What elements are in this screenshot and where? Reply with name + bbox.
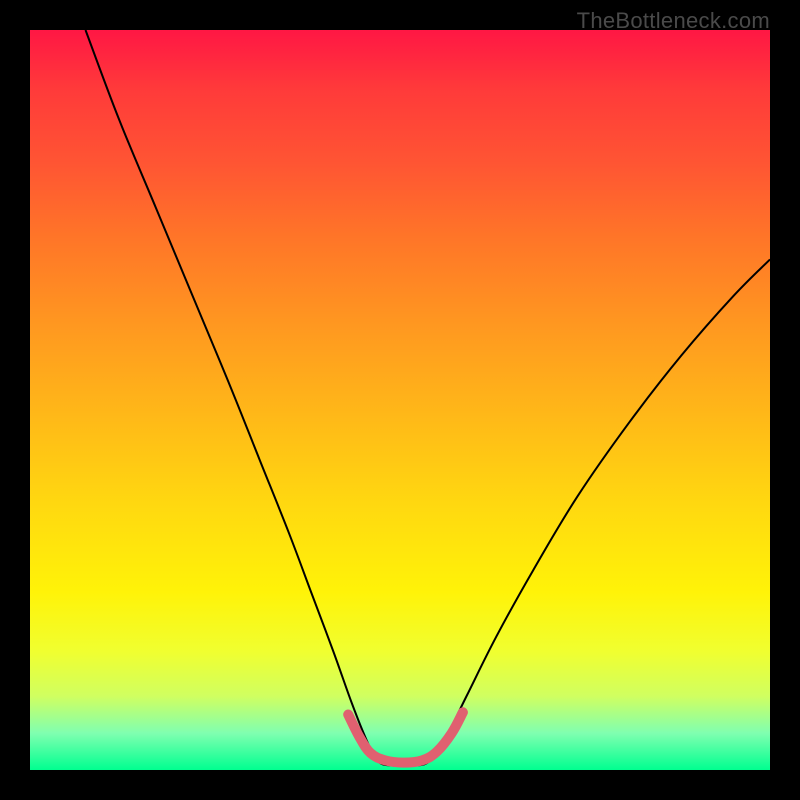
chart-container: TheBottleneck.com <box>0 0 800 800</box>
watermark-text: TheBottleneck.com <box>577 8 770 34</box>
plot-area <box>30 30 770 770</box>
